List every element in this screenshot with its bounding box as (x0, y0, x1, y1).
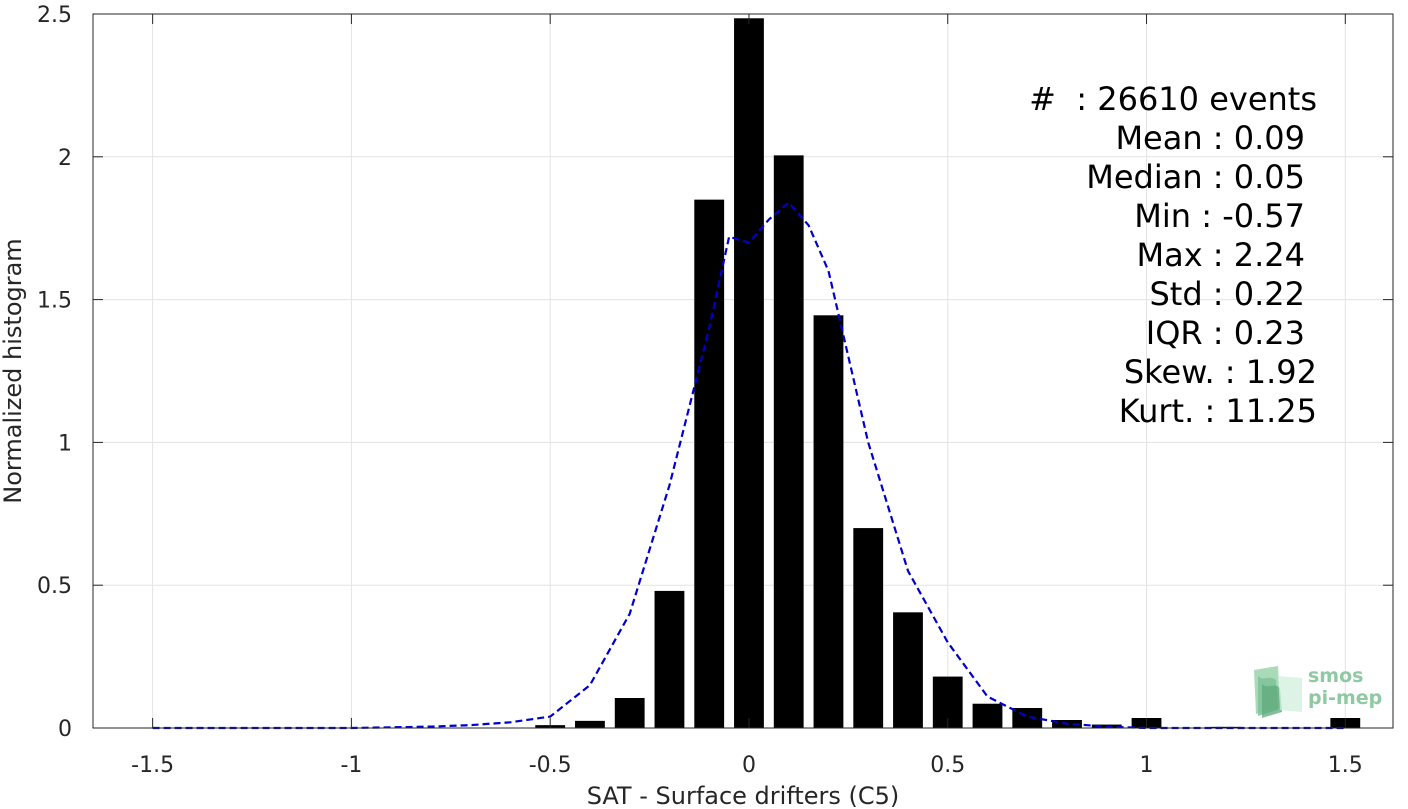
stat-line: Median : 0.05 (1086, 158, 1305, 196)
fit-curve (152, 200, 1346, 730)
y-tick-label: 1 (58, 431, 72, 456)
x-tick-label: -1.5 (131, 753, 174, 778)
stat-line: Kurt. : 11.25 (1118, 392, 1317, 430)
histogram-bar (972, 703, 1003, 728)
histogram-bar (614, 698, 645, 728)
fit-curve-line (152, 200, 1346, 730)
x-tick-label: 0 (742, 753, 756, 778)
x-tick-label: 1.5 (1328, 753, 1363, 778)
x-axis: -1.5 -1 -0.5 0 0.5 1 1.5 (131, 14, 1363, 778)
smos-pimep-logo: smos pi-mep (1250, 664, 1390, 720)
x-tick-label: -0.5 (529, 753, 572, 778)
x-tick-label: 1 (1140, 753, 1154, 778)
y-axis: 0 0.5 1 1.5 2 2.5 (37, 3, 1393, 742)
histogram-bar (654, 590, 685, 728)
y-tick-label: 0 (58, 717, 72, 742)
stat-line: Max : 2.24 (1136, 236, 1305, 274)
stat-line: Skew. : 1.92 (1123, 353, 1317, 391)
y-tick-label: 1.5 (37, 289, 72, 314)
stat-line: IQR : 0.23 (1145, 314, 1305, 352)
logo-waves-icon (1254, 666, 1302, 718)
histogram-bar (1211, 726, 1241, 728)
histogram-bar (893, 612, 923, 728)
stat-line: # : 26610 events (1029, 80, 1317, 118)
y-tick-label: 2 (58, 146, 72, 171)
y-tick-label: 2.5 (37, 3, 72, 28)
x-axis-label: SAT - Surface drifters (C5) (587, 782, 900, 809)
logo-text-pimep: pi-mep (1308, 687, 1383, 709)
histogram-bar (734, 18, 764, 729)
stat-line: Min : -0.57 (1134, 197, 1305, 235)
histogram-bar (813, 315, 844, 728)
histogram-bar (575, 720, 605, 728)
y-tick-label: 0.5 (37, 574, 72, 599)
stat-line: Std : 0.22 (1149, 275, 1305, 313)
histogram-bar (1012, 708, 1043, 728)
plot-frame (92, 13, 1394, 729)
histogram-bar (694, 199, 725, 728)
histogram-bar (773, 155, 804, 728)
histogram-bar (853, 528, 884, 728)
logo-text-smos: smos (1308, 665, 1364, 687)
x-tick-label: -1 (340, 753, 362, 778)
stat-line: Mean : 0.09 (1115, 119, 1305, 157)
bars (535, 18, 1361, 729)
x-tick-label: 0.5 (930, 753, 965, 778)
y-axis-label: Normalized histogram (0, 238, 27, 503)
